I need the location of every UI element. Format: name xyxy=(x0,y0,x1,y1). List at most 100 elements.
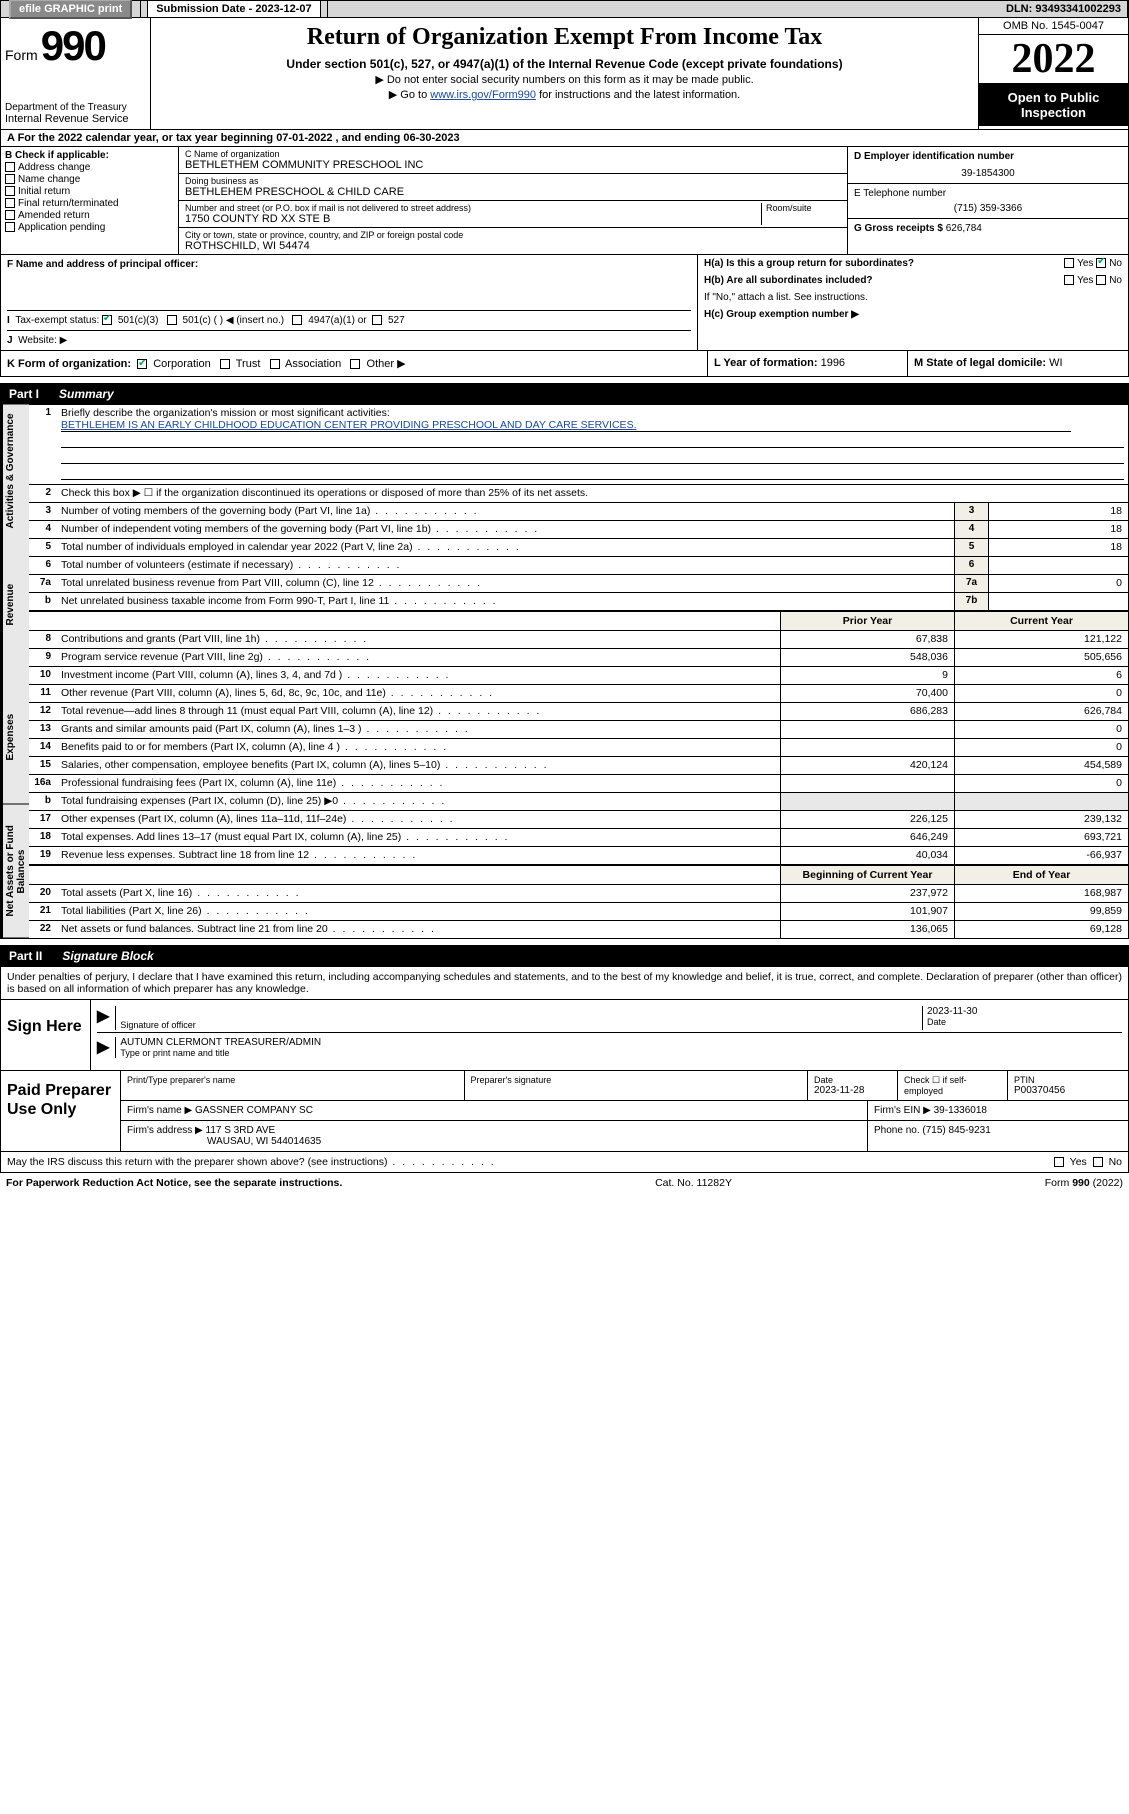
dba-name: BETHLEHEM PRESCHOOL & CHILD CARE xyxy=(185,186,841,198)
form-prefix: Form xyxy=(5,47,38,63)
chk-final[interactable]: Final return/terminated xyxy=(18,198,119,209)
ein-val: 39-1854300 xyxy=(854,162,1122,179)
part1-header: Part I Summary xyxy=(0,383,1129,405)
row-fh: F Name and address of principal officer:… xyxy=(0,255,1129,351)
sign-date: 2023-11-30 xyxy=(927,1006,1122,1017)
chk-name[interactable]: Name change xyxy=(18,174,80,185)
ha-no[interactable] xyxy=(1096,258,1106,268)
gross-label: G Gross receipts $ xyxy=(854,223,943,234)
chk-501c3[interactable] xyxy=(102,315,112,325)
addr-label: Number and street (or P.O. box if mail i… xyxy=(185,203,761,213)
officer-sig-label: Signature of officer xyxy=(120,1020,922,1030)
footer: For Paperwork Reduction Act Notice, see … xyxy=(0,1173,1129,1193)
prep-sig-label: Preparer's signature xyxy=(471,1075,802,1085)
ha-yes[interactable] xyxy=(1064,258,1074,268)
vtab-net: Net Assets or Fund Balances xyxy=(1,805,29,939)
footer-form: Form 990 (2022) xyxy=(1045,1177,1123,1189)
dept: Department of the Treasury xyxy=(5,102,146,113)
chk-initial[interactable]: Initial return xyxy=(18,186,70,197)
phone-val: (715) 359-3366 xyxy=(854,199,1122,214)
chk-app[interactable]: Application pending xyxy=(18,222,105,233)
sign-here-label: Sign Here xyxy=(1,1000,91,1070)
line-a: A For the 2022 calendar year, or tax yea… xyxy=(0,130,1129,147)
ptin-label: PTIN xyxy=(1014,1075,1122,1085)
tax-year: 2022 xyxy=(979,35,1128,84)
dba-label: Doing business as xyxy=(185,176,841,186)
col-de: D Employer identification number 39-1854… xyxy=(848,147,1128,254)
form-number: 990 xyxy=(41,22,105,69)
caret-icon: ▶ xyxy=(97,1006,115,1030)
note-ssn: ▶ Do not enter social security numbers o… xyxy=(159,73,970,86)
col-c: C Name of organization BETHLETHEM COMMUN… xyxy=(179,147,848,254)
k-assoc[interactable] xyxy=(270,359,280,369)
hb-note: If "No," attach a list. See instructions… xyxy=(698,289,1128,306)
b-header: B Check if applicable: xyxy=(5,150,174,161)
part1-title: Summary xyxy=(59,387,114,401)
ptin-val: P00370456 xyxy=(1014,1085,1122,1096)
paid-label: Paid Preparer Use Only xyxy=(1,1071,121,1151)
vtab-col: Activities & Governance Revenue Expenses… xyxy=(1,405,29,938)
footer-left: For Paperwork Reduction Act Notice, see … xyxy=(6,1177,342,1189)
efile-button[interactable]: efile GRAPHIC print xyxy=(9,0,132,19)
summary-body: Activities & Governance Revenue Expenses… xyxy=(0,405,1129,939)
prep-name-label: Print/Type preparer's name xyxy=(127,1075,458,1085)
top-bar: efile GRAPHIC print Submission Date - 20… xyxy=(0,0,1129,18)
prep-selfemp[interactable]: Check ☐ if self-employed xyxy=(904,1075,1001,1096)
hb-label: H(b) Are all subordinates included? xyxy=(704,275,873,286)
room-label: Room/suite xyxy=(766,203,841,213)
irs: Internal Revenue Service xyxy=(5,113,146,125)
name-label: C Name of organization xyxy=(185,149,841,159)
paid-preparer-block: Paid Preparer Use Only Print/Type prepar… xyxy=(0,1071,1129,1152)
org-name: BETHLETHEM COMMUNITY PRESCHOOL INC xyxy=(185,159,841,171)
prep-date-label: Date xyxy=(814,1075,891,1085)
j-label: Website: ▶ xyxy=(18,335,67,346)
sign-block: Sign Here ▶ Signature of officer 2023-11… xyxy=(0,1000,1129,1071)
hb-no[interactable] xyxy=(1096,275,1106,285)
k-other[interactable] xyxy=(350,359,360,369)
firm-name-label: Firm's name ▶ xyxy=(127,1105,192,1116)
may-yes[interactable] xyxy=(1054,1157,1064,1167)
chk-527[interactable] xyxy=(372,315,382,325)
hb-yes[interactable] xyxy=(1064,275,1074,285)
block-bcde: B Check if applicable: Address change Na… xyxy=(0,147,1129,255)
form-subtitle: Under section 501(c), 527, or 4947(a)(1)… xyxy=(159,57,970,71)
k-trust[interactable] xyxy=(220,359,230,369)
k-corp[interactable] xyxy=(137,359,147,369)
omb: OMB No. 1545-0047 xyxy=(979,18,1128,35)
part2-num: Part II xyxy=(9,949,42,963)
firm-addr-label: Firm's address ▶ xyxy=(127,1125,203,1136)
may-no[interactable] xyxy=(1093,1157,1103,1167)
may-irs-text: May the IRS discuss this return with the… xyxy=(7,1156,496,1168)
l-val: 1996 xyxy=(821,357,845,369)
chk-amended[interactable]: Amended return xyxy=(18,210,90,221)
officer-name: AUTUMN CLERMONT TREASURER/ADMIN xyxy=(120,1037,1122,1048)
chk-address[interactable]: Address change xyxy=(18,162,90,173)
firm-addr2: WAUSAU, WI 544014635 xyxy=(127,1136,321,1147)
part2-title: Signature Block xyxy=(62,949,153,963)
caret-icon: ▶ xyxy=(97,1037,115,1058)
hc-label: H(c) Group exemption number ▶ xyxy=(698,306,1128,323)
i-label: Tax-exempt status: xyxy=(15,315,99,326)
submission-date: Submission Date - 2023-12-07 xyxy=(147,0,320,18)
firm-ein: 39-1336018 xyxy=(934,1105,987,1116)
vtab-rev: Revenue xyxy=(1,538,29,672)
city-label: City or town, state or province, country… xyxy=(185,230,841,240)
ein-label: D Employer identification number xyxy=(854,151,1122,162)
sign-date-label: Date xyxy=(927,1017,1122,1027)
firm-name: GASSNER COMPANY SC xyxy=(195,1105,313,1116)
f-label: F Name and address of principal officer: xyxy=(7,259,691,270)
l-label: L Year of formation: xyxy=(714,357,818,369)
vtab-exp: Expenses xyxy=(1,671,29,805)
firm-phone-label: Phone no. xyxy=(874,1125,920,1136)
row-k: K Form of organization: Corporation Trus… xyxy=(0,351,1129,377)
chk-501c[interactable] xyxy=(167,315,177,325)
firm-phone: (715) 845-9231 xyxy=(922,1125,990,1136)
phone-label: E Telephone number xyxy=(854,188,1122,199)
dln: DLN: 93493341002293 xyxy=(1000,1,1128,17)
chk-4947[interactable] xyxy=(292,315,302,325)
col-b: B Check if applicable: Address change Na… xyxy=(1,147,179,254)
irs-link[interactable]: www.irs.gov/Form990 xyxy=(430,89,536,101)
gross-val: 626,784 xyxy=(946,223,982,234)
form-title: Return of Organization Exempt From Incom… xyxy=(159,24,970,51)
firm-ein-label: Firm's EIN ▶ xyxy=(874,1105,931,1116)
